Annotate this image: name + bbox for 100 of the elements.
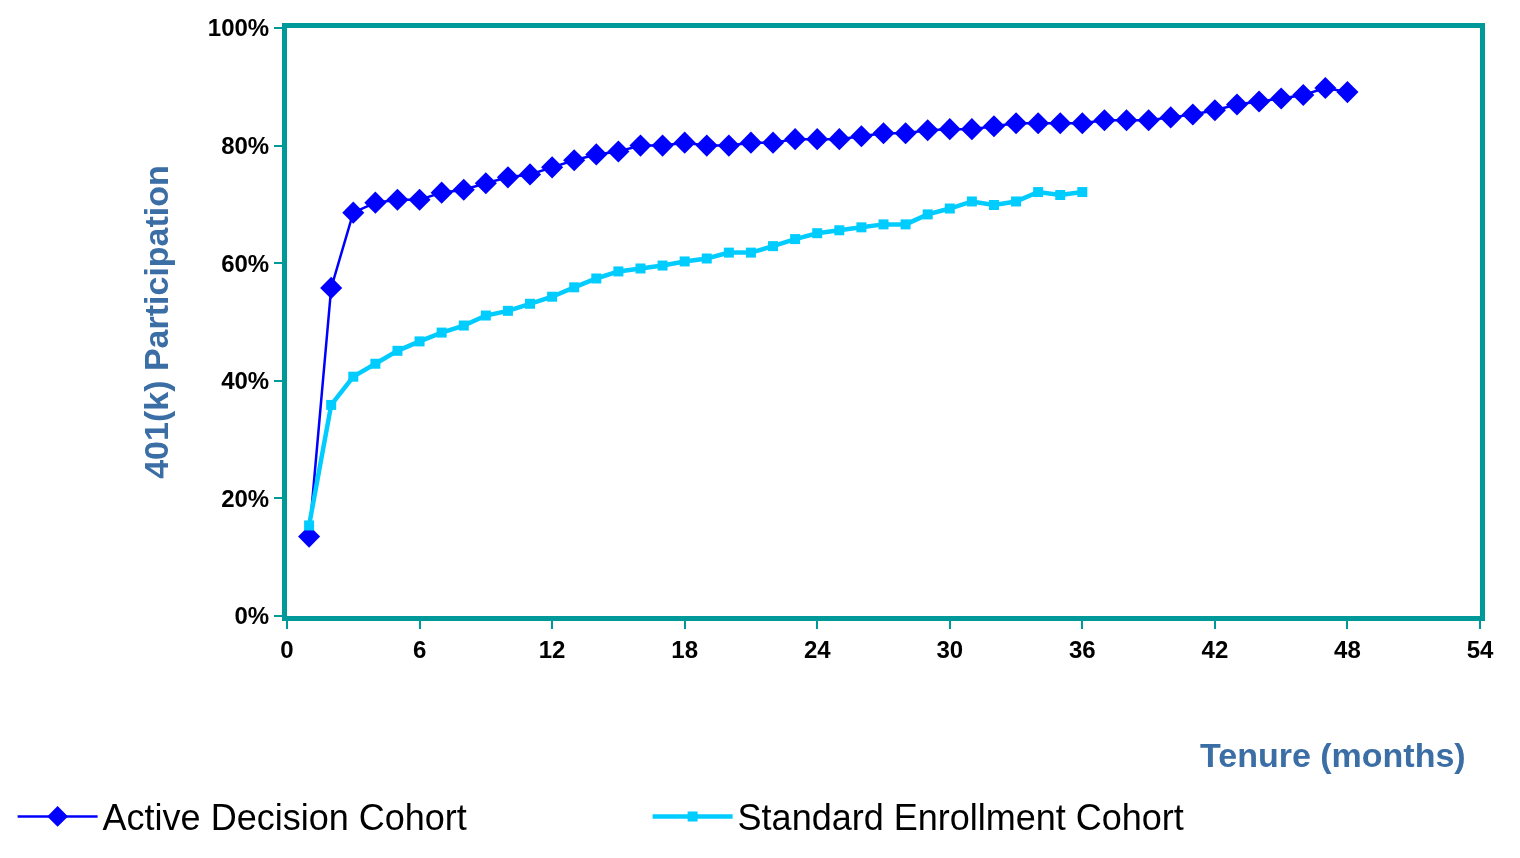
point (673, 131, 696, 154)
point (812, 228, 823, 239)
point (569, 282, 580, 293)
point (834, 225, 845, 236)
point (938, 118, 961, 141)
point (701, 253, 712, 264)
point (739, 131, 762, 154)
point (784, 128, 807, 151)
point (1093, 109, 1116, 132)
legend-label: Active Decision Cohort (102, 797, 467, 839)
y-tick-label: 60% (221, 249, 270, 277)
point (348, 371, 359, 382)
point (745, 247, 756, 258)
point (320, 276, 343, 299)
y-tick-label: 40% (221, 367, 270, 395)
x-tick-label: 0 (280, 635, 294, 663)
point (828, 128, 851, 151)
point (651, 134, 674, 157)
point (635, 263, 646, 274)
point (392, 345, 403, 356)
point (474, 172, 497, 195)
point (806, 128, 829, 151)
point (1181, 103, 1204, 126)
x-tick-label: 18 (671, 635, 699, 663)
y-tick-label: 20% (221, 484, 270, 512)
point (944, 203, 955, 214)
point (436, 327, 447, 338)
point (1049, 112, 1072, 135)
point (1071, 112, 1094, 135)
point (525, 298, 536, 309)
point (1011, 196, 1022, 207)
point (1203, 99, 1226, 122)
point (1292, 83, 1315, 107)
point (1115, 109, 1138, 132)
point (1336, 81, 1359, 104)
x-tick-label: 36 (1068, 635, 1096, 663)
point (982, 115, 1006, 138)
point (1314, 76, 1337, 100)
point (723, 247, 734, 258)
legend-label: Standard Enrollment Cohort (737, 797, 1184, 839)
point (878, 219, 889, 230)
point (717, 134, 740, 157)
point (790, 234, 801, 245)
x-tick-label: 30 (936, 635, 964, 663)
x-tick-label: 24 (803, 635, 832, 663)
x-tick-label: 12 (538, 635, 566, 663)
point (856, 222, 867, 233)
point (1270, 87, 1293, 110)
point (657, 260, 668, 271)
point (613, 266, 624, 277)
point (768, 241, 779, 252)
point (960, 118, 983, 141)
point (342, 201, 365, 224)
x-tick-label: 48 (1334, 635, 1361, 663)
point (480, 310, 491, 321)
point (850, 125, 873, 148)
point (988, 199, 999, 210)
point (1005, 112, 1028, 135)
point (629, 134, 652, 157)
point (872, 122, 895, 145)
point (1137, 109, 1160, 132)
point (1027, 112, 1050, 135)
point (607, 140, 630, 163)
y-axis-title: 401(k) Participation (137, 165, 176, 479)
point (541, 156, 564, 179)
point (1248, 90, 1271, 113)
point (894, 122, 917, 145)
point (430, 181, 453, 204)
point (695, 134, 718, 157)
point (547, 291, 558, 302)
y-tick-label: 80% (221, 132, 270, 159)
point (386, 188, 409, 211)
point (496, 166, 519, 189)
point (1159, 106, 1182, 129)
point (502, 305, 513, 316)
point (563, 149, 586, 172)
x-tick-label: 6 (412, 635, 427, 663)
point (1077, 187, 1088, 198)
point (452, 178, 475, 201)
point (304, 520, 315, 531)
x-tick-label: 42 (1201, 635, 1229, 663)
point (966, 196, 977, 207)
point (370, 358, 381, 369)
point (922, 209, 933, 220)
y-tick-label: 100% (207, 14, 270, 42)
point (900, 219, 911, 230)
point (1033, 187, 1044, 198)
point (518, 163, 542, 186)
point (414, 336, 425, 347)
point (1225, 93, 1249, 116)
point (458, 320, 469, 331)
point (591, 273, 602, 284)
point (364, 191, 387, 214)
point (408, 188, 431, 211)
point (679, 256, 690, 267)
point (916, 119, 939, 142)
point (326, 399, 337, 410)
x-axis-title: Tenure (months) (1200, 736, 1466, 774)
point (761, 131, 785, 154)
x-tick-label: 54 (1466, 635, 1494, 663)
